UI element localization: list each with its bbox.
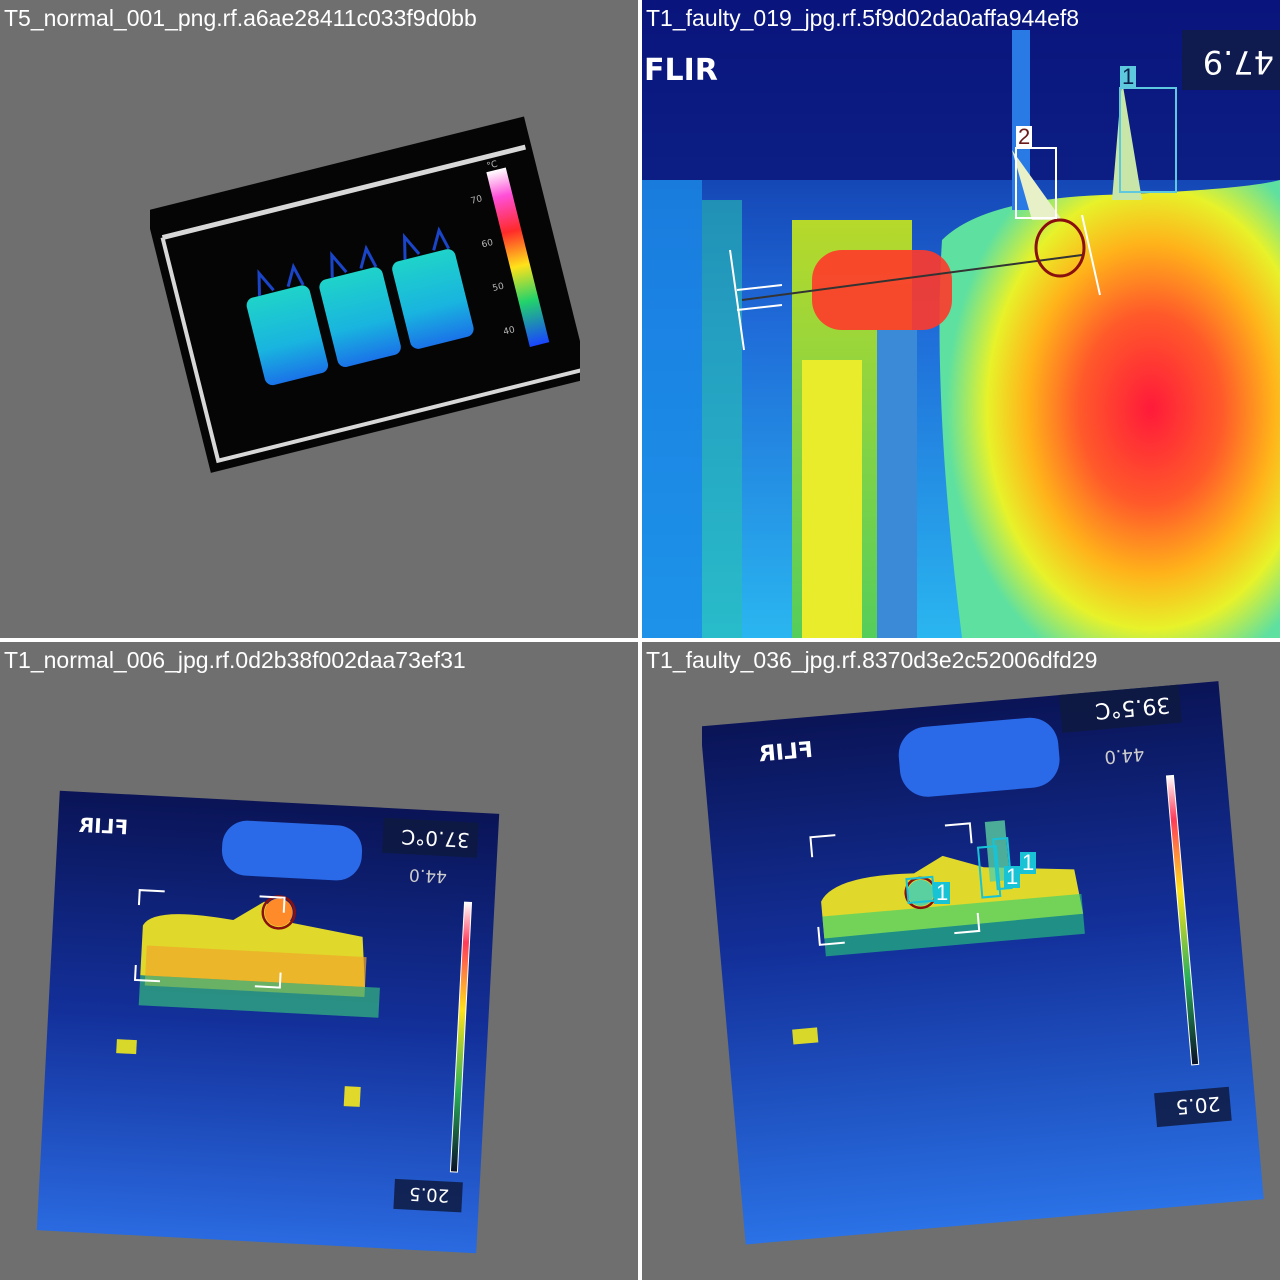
detection-label-3: 1 <box>1020 850 1037 875</box>
tile-title: T1_faulty_019_jpg.rf.5f9d02da0affa944ef8 <box>646 5 1080 31</box>
flir-logo: FLIR <box>758 738 814 768</box>
colorbar-tick: 50 <box>492 282 506 295</box>
tile-title: T1_normal_006_jpg.rf.0d2b38f002daa73ef31 <box>4 647 466 673</box>
temperature-readout-top: 47.9 <box>1203 43 1274 81</box>
colorbar-unit: °C <box>486 159 499 171</box>
colorbar-tick: 40 <box>502 325 516 338</box>
detection-label-2: 1 <box>1004 864 1021 889</box>
mosaic-tile-4: T1_faulty_036_jpg.rf.8370d3e2c52006dfd29 <box>642 642 1280 1280</box>
scale-min-value: 20.5 <box>1175 1092 1221 1120</box>
transformer-tanks <box>246 226 474 386</box>
detection-label-2: 2 <box>1016 124 1033 149</box>
colorbar-tick: 70 <box>470 194 484 207</box>
scale-max-value: 44.0 <box>1104 743 1146 767</box>
detection-label-1: 1 <box>934 880 951 905</box>
thermal-image-transformers-blue: °C 70 60 50 40 <box>150 70 580 500</box>
flir-logo: FLIR <box>644 53 718 88</box>
flir-logo: FLIR <box>78 813 128 840</box>
thermal-image-truck-faulty: FLIR 39.5°C 44.0 20.5 <box>702 662 1280 1262</box>
mosaic-tile-1: T5_normal_001_png.rf.a6ae28411c033f9d0bb <box>0 0 638 638</box>
thermal-image-truck-normal: FLIR 37.0°C 44.0 20.5 <box>28 782 508 1262</box>
scale-max-value: 44.0 <box>409 864 448 886</box>
thermal-image-transformer-hot: FLIR 47.9 <box>642 0 1280 638</box>
detection-label-1: 1 <box>1120 64 1137 89</box>
tile-title: T5_normal_001_png.rf.a6ae28411c033f9d0bb <box>4 5 477 31</box>
scale-min-value: 20.5 <box>409 1183 450 1206</box>
colorbar-tick: 60 <box>481 238 495 251</box>
spot-temperature: 37.0°C <box>401 825 471 853</box>
tile-title: T1_faulty_036_jpg.rf.8370d3e2c52006dfd29 <box>646 647 1098 673</box>
mosaic-tile-3: T1_normal_006_jpg.rf.0d2b38f002daa73ef31 <box>0 642 638 1280</box>
mosaic-tile-2: FLIR 47.9 T1_faulty_019_jpg.rf.5f9d02da0… <box>642 0 1280 638</box>
